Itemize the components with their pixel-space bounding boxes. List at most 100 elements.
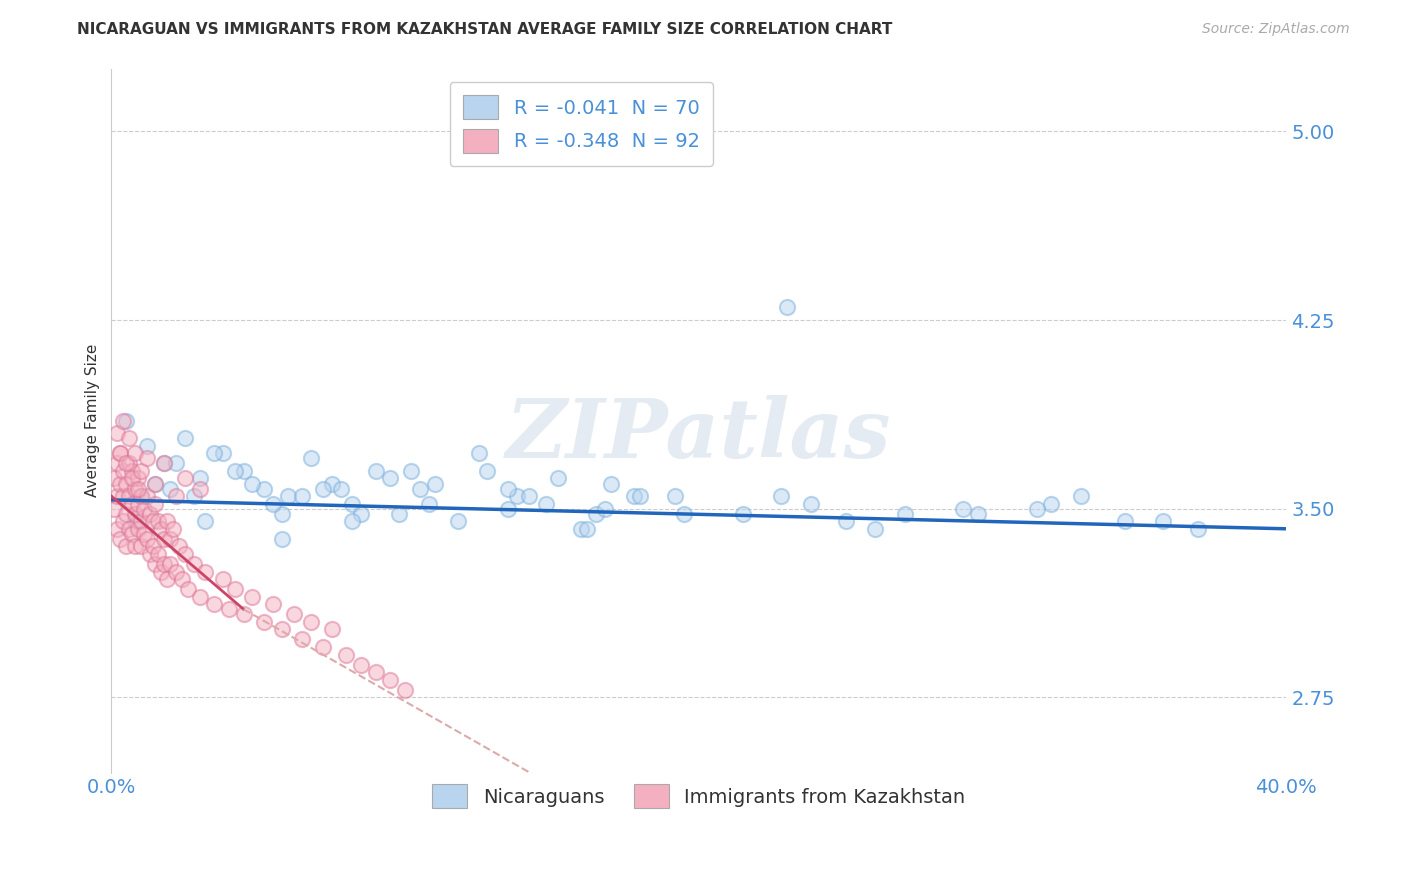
- Point: [262, 497, 284, 511]
- Point: [321, 623, 343, 637]
- Point: [1114, 514, 1136, 528]
- Point: [115, 457, 138, 471]
- Point: [599, 476, 621, 491]
- Text: Source: ZipAtlas.com: Source: ZipAtlas.com: [1202, 22, 1350, 37]
- Point: [148, 547, 170, 561]
- Point: [863, 522, 886, 536]
- Point: [188, 590, 211, 604]
- Point: [394, 682, 416, 697]
- Point: [731, 507, 754, 521]
- Point: [1070, 489, 1092, 503]
- Point: [105, 489, 128, 503]
- Point: [112, 489, 135, 503]
- Point: [127, 482, 149, 496]
- Point: [952, 501, 974, 516]
- Point: [673, 507, 696, 521]
- Point: [1187, 522, 1209, 536]
- Point: [299, 451, 322, 466]
- Point: [194, 514, 217, 528]
- Point: [165, 565, 187, 579]
- Point: [127, 522, 149, 536]
- Point: [115, 540, 138, 554]
- Point: [115, 414, 138, 428]
- Point: [253, 482, 276, 496]
- Point: [477, 464, 499, 478]
- Point: [124, 507, 146, 521]
- Point: [121, 471, 143, 485]
- Point: [145, 497, 167, 511]
- Point: [350, 507, 373, 521]
- Point: [121, 526, 143, 541]
- Point: [270, 623, 292, 637]
- Point: [283, 607, 305, 622]
- Point: [135, 489, 157, 503]
- Point: [270, 507, 292, 521]
- Point: [299, 615, 322, 629]
- Point: [253, 615, 276, 629]
- Point: [129, 514, 152, 528]
- Point: [148, 514, 170, 528]
- Point: [342, 514, 364, 528]
- Point: [212, 572, 235, 586]
- Text: ZIPatlas: ZIPatlas: [506, 395, 891, 475]
- Point: [162, 522, 184, 536]
- Point: [571, 522, 593, 536]
- Point: [173, 471, 195, 485]
- Point: [380, 471, 402, 485]
- Point: [138, 547, 160, 561]
- Point: [132, 501, 155, 516]
- Point: [118, 457, 141, 471]
- Point: [115, 476, 138, 491]
- Point: [150, 522, 173, 536]
- Point: [364, 464, 387, 478]
- Point: [321, 476, 343, 491]
- Point: [110, 532, 132, 546]
- Point: [496, 482, 519, 496]
- Point: [103, 501, 125, 516]
- Point: [153, 457, 176, 471]
- Point: [893, 507, 915, 521]
- Point: [447, 514, 470, 528]
- Point: [664, 489, 686, 503]
- Point: [593, 501, 616, 516]
- Point: [112, 464, 135, 478]
- Point: [776, 301, 799, 315]
- Point: [112, 414, 135, 428]
- Point: [1152, 514, 1174, 528]
- Point: [399, 464, 422, 478]
- Point: [585, 507, 607, 521]
- Point: [170, 572, 193, 586]
- Point: [380, 673, 402, 687]
- Point: [277, 489, 299, 503]
- Point: [388, 507, 411, 521]
- Point: [127, 471, 149, 485]
- Point: [118, 431, 141, 445]
- Y-axis label: Average Family Size: Average Family Size: [86, 344, 100, 498]
- Point: [156, 572, 179, 586]
- Point: [224, 582, 246, 596]
- Point: [173, 431, 195, 445]
- Point: [153, 457, 176, 471]
- Point: [115, 507, 138, 521]
- Point: [124, 514, 146, 528]
- Point: [173, 547, 195, 561]
- Point: [188, 482, 211, 496]
- Point: [145, 476, 167, 491]
- Point: [467, 446, 489, 460]
- Point: [105, 457, 128, 471]
- Point: [110, 446, 132, 460]
- Point: [138, 507, 160, 521]
- Point: [177, 582, 200, 596]
- Point: [517, 489, 540, 503]
- Point: [129, 464, 152, 478]
- Point: [242, 476, 264, 491]
- Point: [124, 540, 146, 554]
- Point: [202, 446, 225, 460]
- Point: [770, 489, 793, 503]
- Point: [141, 514, 163, 528]
- Point: [335, 648, 357, 662]
- Point: [103, 471, 125, 485]
- Point: [141, 540, 163, 554]
- Point: [153, 557, 176, 571]
- Point: [118, 489, 141, 503]
